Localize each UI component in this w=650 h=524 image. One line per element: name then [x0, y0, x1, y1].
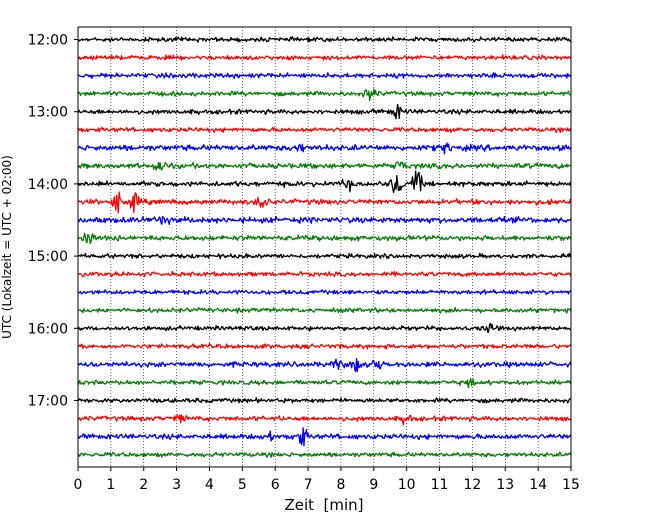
trace-line: [77, 232, 572, 245]
y-tick-label: 13:00: [28, 105, 68, 121]
trace-line: [77, 215, 572, 225]
trace-line: [77, 322, 572, 334]
x-tick-label: 6: [271, 477, 280, 493]
y-axis-label: UTC (Lokalzeit = UTC + 02:00): [0, 155, 14, 339]
trace-line: [77, 72, 572, 79]
x-tick-label: 5: [238, 477, 247, 493]
x-tick-label: 10: [398, 477, 416, 493]
x-tick-label: 7: [304, 477, 313, 493]
x-tick-label: 0: [74, 477, 83, 493]
x-tick-label: 9: [369, 477, 378, 493]
trace-line: [77, 142, 572, 155]
trace-line: [77, 161, 571, 171]
y-tick-label: 17:00: [28, 394, 68, 410]
trace-line: [77, 358, 572, 373]
x-tick-label: 4: [205, 477, 214, 493]
x-tick-label: 13: [496, 477, 514, 493]
x-tick-label: 8: [336, 477, 345, 493]
trace-line: [77, 397, 572, 404]
trace-line: [77, 342, 572, 350]
trace-line: [77, 170, 572, 194]
grid-layer: [110, 27, 539, 467]
trace-line: [77, 54, 572, 61]
x-tick-label: 15: [562, 477, 580, 493]
x-axis-label: Zeit [min]: [284, 496, 363, 514]
x-tick-label: 1: [106, 477, 115, 493]
x-axis: 0 1 2 3 4 5 6 7 8 9 10 11 12 13 14 15: [74, 467, 580, 493]
trace-layer: [77, 36, 572, 458]
trace-line: [77, 191, 572, 214]
plot-frame: [77, 26, 572, 468]
x-tick-label: 11: [431, 477, 449, 493]
y-tick-label: 14:00: [28, 177, 68, 193]
trace-line: [77, 88, 572, 102]
trace-line: [77, 270, 572, 278]
trace-line: [77, 103, 572, 120]
x-tick-label: 2: [139, 477, 148, 493]
trace-line: [77, 252, 572, 260]
trace-line: [77, 427, 572, 447]
trace-line: [77, 289, 572, 296]
trace-line: [77, 451, 572, 458]
y-axis: 12:00 13:00 14:00 15:00 16:00 17:00: [28, 33, 78, 410]
trace-line: [77, 126, 572, 134]
x-tick-label: 3: [172, 477, 181, 493]
x-tick-label: 12: [463, 477, 481, 493]
trace-line: [77, 414, 572, 426]
y-tick-label: 15:00: [28, 249, 68, 265]
x-tick-label: 14: [529, 477, 547, 493]
trace-line: [77, 306, 572, 314]
trace-line: [77, 36, 572, 43]
y-tick-label: 12:00: [28, 33, 68, 49]
y-tick-label: 16:00: [28, 321, 68, 337]
trace-line: [77, 377, 572, 389]
